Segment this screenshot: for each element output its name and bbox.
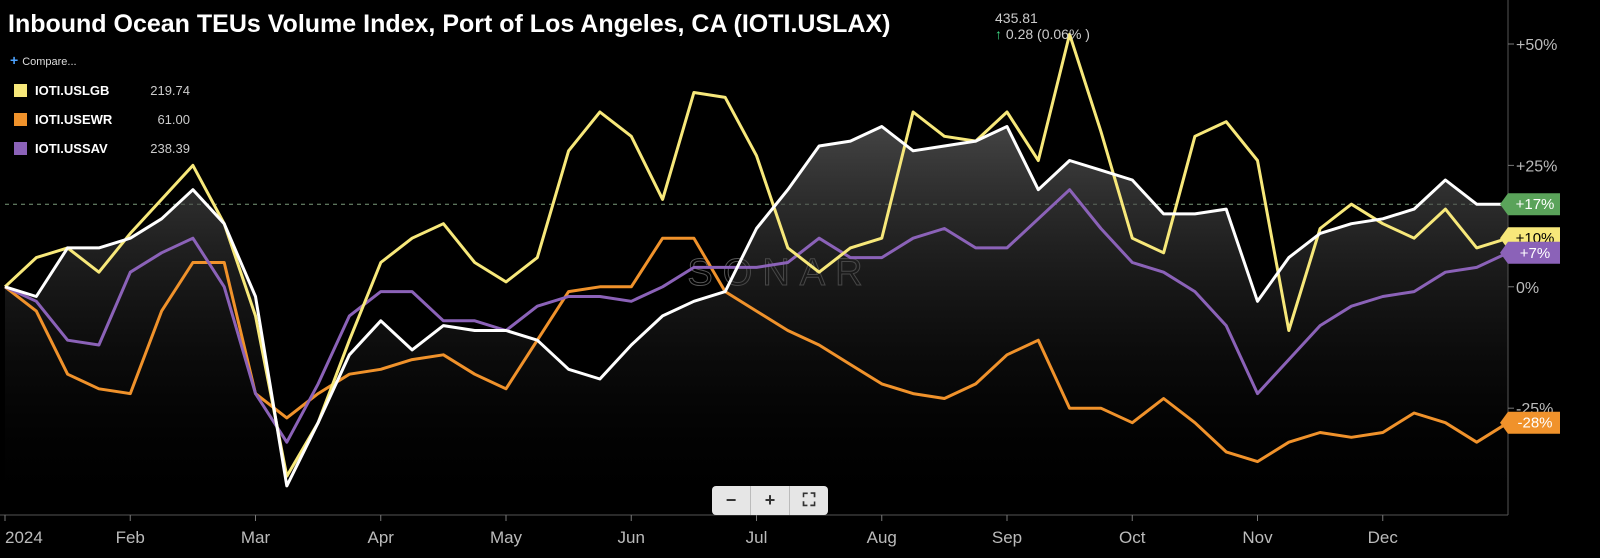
series-end-badge: +17%: [1500, 193, 1560, 216]
badge-shape: [1500, 241, 1560, 264]
x-tick-label: Nov: [1242, 528, 1273, 547]
primary-series-area: [5, 126, 1508, 515]
legend-name: IOTI.USEWR: [35, 112, 113, 127]
up-arrow-icon: ↑: [995, 26, 1002, 42]
legend-value: 61.00: [157, 112, 190, 127]
legend-swatch: [14, 142, 27, 155]
x-tick-label: Feb: [116, 528, 145, 547]
fullscreen-icon[interactable]: ⛶: [802, 490, 816, 510]
legend-swatch: [14, 84, 27, 97]
axis-layer: +50%+25%0%-25%2024 Feb Mar Apr May Jun Jul Aug S…: [0, 0, 1557, 547]
series-line: [4, 125, 1508, 488]
legend: IOTI.USLGB 219.74 IOTI.USEWR 61.00 IOTI.…: [14, 76, 190, 163]
legend-item[interactable]: IOTI.USEWR 61.00: [14, 105, 190, 134]
compare-label: Compare...: [22, 56, 77, 68]
change-value: 0.28 (0.06% ): [1005, 26, 1090, 42]
badge-shape: [1500, 411, 1560, 434]
y-tick-label: +50%: [1516, 37, 1557, 54]
badge-shape: [1500, 193, 1560, 216]
x-tick-label: Mar: [241, 528, 271, 547]
legend-value: 219.74: [150, 83, 190, 98]
y-tick-label: 0%: [1516, 280, 1539, 297]
x-tick-label: Jul: [746, 528, 768, 547]
zoom-out-button[interactable]: −: [712, 486, 751, 515]
x-tick-label: Sep: [992, 528, 1022, 547]
series-line: [3, 32, 1509, 478]
y-tick-label: +25%: [1516, 158, 1557, 175]
series-end-badge: -28%: [1500, 411, 1560, 434]
legend-value: 238.39: [150, 141, 190, 156]
series-line: [4, 188, 1509, 444]
x-tick-label: Oct: [1119, 528, 1146, 547]
area-layer: [5, 126, 1508, 515]
x-tick-label: Apr: [368, 528, 395, 547]
legend-item[interactable]: IOTI.USLGB 219.74: [14, 76, 190, 105]
series-end-badge: +7%: [1500, 241, 1560, 264]
price-quote: 435.81 ↑ 0.28 (0.06% ): [995, 10, 1090, 42]
legend-name: IOTI.USLGB: [35, 83, 110, 98]
plus-icon: +: [10, 52, 19, 68]
badge-layer: +17%+10%-28%+7%: [1500, 193, 1560, 434]
badge-label: +7%: [1520, 245, 1550, 262]
legend-name: IOTI.USSAV: [35, 141, 108, 156]
x-tick-label: Aug: [867, 528, 897, 547]
legend-swatch: [14, 113, 27, 126]
badge-label: +17%: [1516, 196, 1555, 213]
series-layer: [3, 32, 1509, 488]
last-value: 435.81: [995, 10, 1038, 26]
x-tick-label: Dec: [1368, 528, 1399, 547]
x-tick-label: May: [490, 528, 523, 547]
chart-title: Inbound Ocean TEUs Volume Index, Port of…: [8, 10, 891, 38]
x-tick-label: 2024: [5, 528, 43, 547]
badge-label: -28%: [1517, 415, 1552, 432]
zoom-in-button[interactable]: +: [751, 486, 790, 515]
compare-button[interactable]: + Compare...: [10, 52, 77, 68]
legend-item[interactable]: IOTI.USSAV 238.39: [14, 134, 190, 163]
zoom-controls: − + ⛶: [712, 486, 828, 515]
x-tick-label: Jun: [618, 528, 645, 547]
